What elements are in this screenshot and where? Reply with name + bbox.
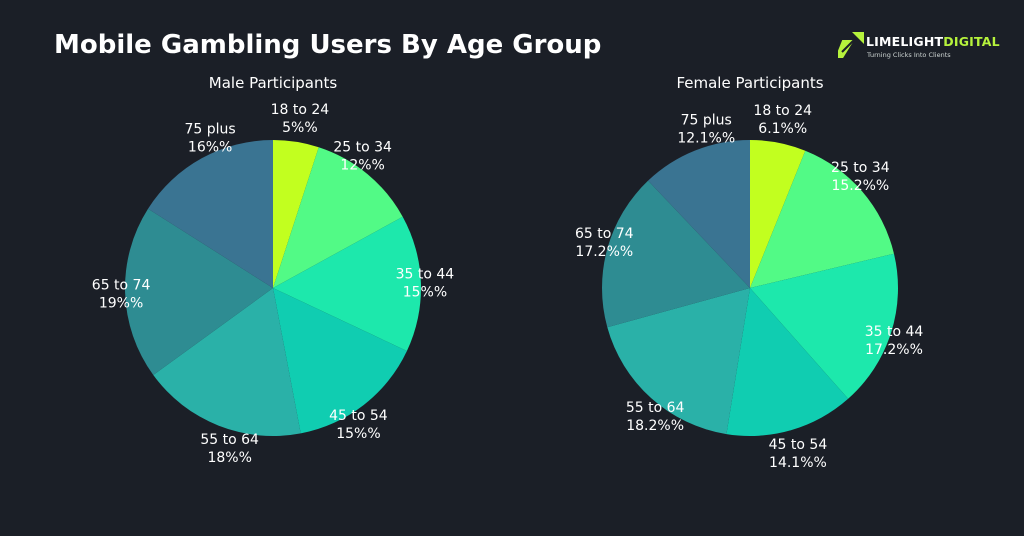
- slice-label: 55 to 64 18.2%%: [626, 400, 685, 434]
- slice-label: 25 to 34 15.2%%: [831, 160, 890, 194]
- slice-category: 45 to 54: [329, 408, 388, 424]
- slice-value: 15%%: [336, 426, 380, 442]
- slice-category: 75 plus: [185, 121, 236, 137]
- slice-value: 5%%: [282, 120, 318, 136]
- slice-value: 14.1%%: [769, 455, 827, 471]
- slice-value: 12%%: [340, 157, 384, 173]
- pie-title: Female Participants: [676, 74, 823, 92]
- pie-slice: [273, 216, 421, 352]
- slice-category: 45 to 54: [769, 437, 828, 453]
- slice-label: 75 plus 16%%: [185, 121, 236, 155]
- brand-logo: LIMELIGHTDIGITAL Turning Clicks Into Cli…: [838, 30, 1000, 70]
- slice-category: 75 plus: [681, 112, 732, 128]
- pie-slice: [273, 140, 319, 288]
- pie-title: Male Participants: [209, 74, 338, 92]
- slice-value: 19%%: [99, 295, 143, 311]
- slice-value: 17.2%%: [575, 244, 633, 260]
- pie-slice: [273, 288, 407, 434]
- slice-value: 12.1%%: [677, 130, 735, 146]
- slice-value: 18%%: [207, 450, 251, 466]
- slice-label: 35 to 44 17.2%%: [865, 324, 924, 358]
- slice-category: 35 to 44: [865, 324, 924, 340]
- slice-label: 45 to 54 15%%: [329, 408, 388, 442]
- slice-category: 65 to 74: [92, 277, 151, 293]
- chart-title: Mobile Gambling Users By Age Group: [54, 30, 602, 60]
- slice-category: 25 to 34: [831, 160, 890, 176]
- logo-wordmark: LIMELIGHTDIGITAL: [866, 34, 1000, 49]
- slice-label: 18 to 24 6.1%%: [753, 103, 812, 137]
- pie-slice: [153, 288, 301, 436]
- slice-value: 18.2%%: [626, 418, 684, 434]
- pie-chart-1: Male Participants 18 to 24 5%% 25 to 34 12%%…: [92, 74, 455, 466]
- slice-label: 75 plus 12.1%%: [677, 112, 735, 146]
- slice-category: 35 to 44: [396, 267, 455, 283]
- slice-label: 18 to 24 5%%: [271, 102, 330, 136]
- pie-slice: [648, 140, 750, 288]
- slice-value: 17.2%%: [865, 342, 923, 358]
- pie-slice: [273, 147, 403, 288]
- pie-slice: [602, 180, 750, 328]
- logo-name-part2: DIGITAL: [943, 34, 1000, 49]
- pie-slice: [148, 140, 273, 288]
- slice-category: 18 to 24: [271, 102, 330, 118]
- pie-slice: [726, 288, 849, 437]
- slice-value: 15%%: [403, 285, 447, 301]
- pie-slice: [750, 140, 806, 288]
- pie-slice: [607, 288, 750, 435]
- slice-label: 45 to 54 14.1%%: [769, 437, 828, 471]
- slice-label: 65 to 74 19%%: [92, 277, 151, 311]
- rocket-stripes-icon: [838, 32, 864, 58]
- slice-label: 65 to 74 17.2%%: [575, 226, 634, 260]
- slice-value: 15.2%%: [831, 178, 889, 194]
- logo-name-part1: LIMELIGHT: [866, 34, 944, 49]
- slice-category: 25 to 34: [333, 139, 392, 155]
- logo-tagline: Turning Clicks Into Clients: [867, 51, 951, 59]
- slice-category: 55 to 64: [626, 400, 685, 416]
- slice-label: 25 to 34 12%%: [333, 139, 392, 173]
- slice-category: 65 to 74: [575, 226, 634, 242]
- pie-slice: [125, 208, 274, 375]
- slice-category: 18 to 24: [753, 103, 812, 119]
- slice-label: 35 to 44 15%%: [396, 267, 455, 301]
- pie-slice: [750, 253, 898, 399]
- pie-chart-2: Female Participants 18 to 24 6.1%% 25 to 34…: [575, 74, 923, 471]
- slice-value: 6.1%%: [758, 121, 807, 137]
- pie-slice: [750, 150, 894, 288]
- slice-category: 55 to 64: [200, 432, 259, 448]
- slice-label: 55 to 64 18%%: [200, 432, 259, 466]
- slice-value: 16%%: [188, 139, 232, 155]
